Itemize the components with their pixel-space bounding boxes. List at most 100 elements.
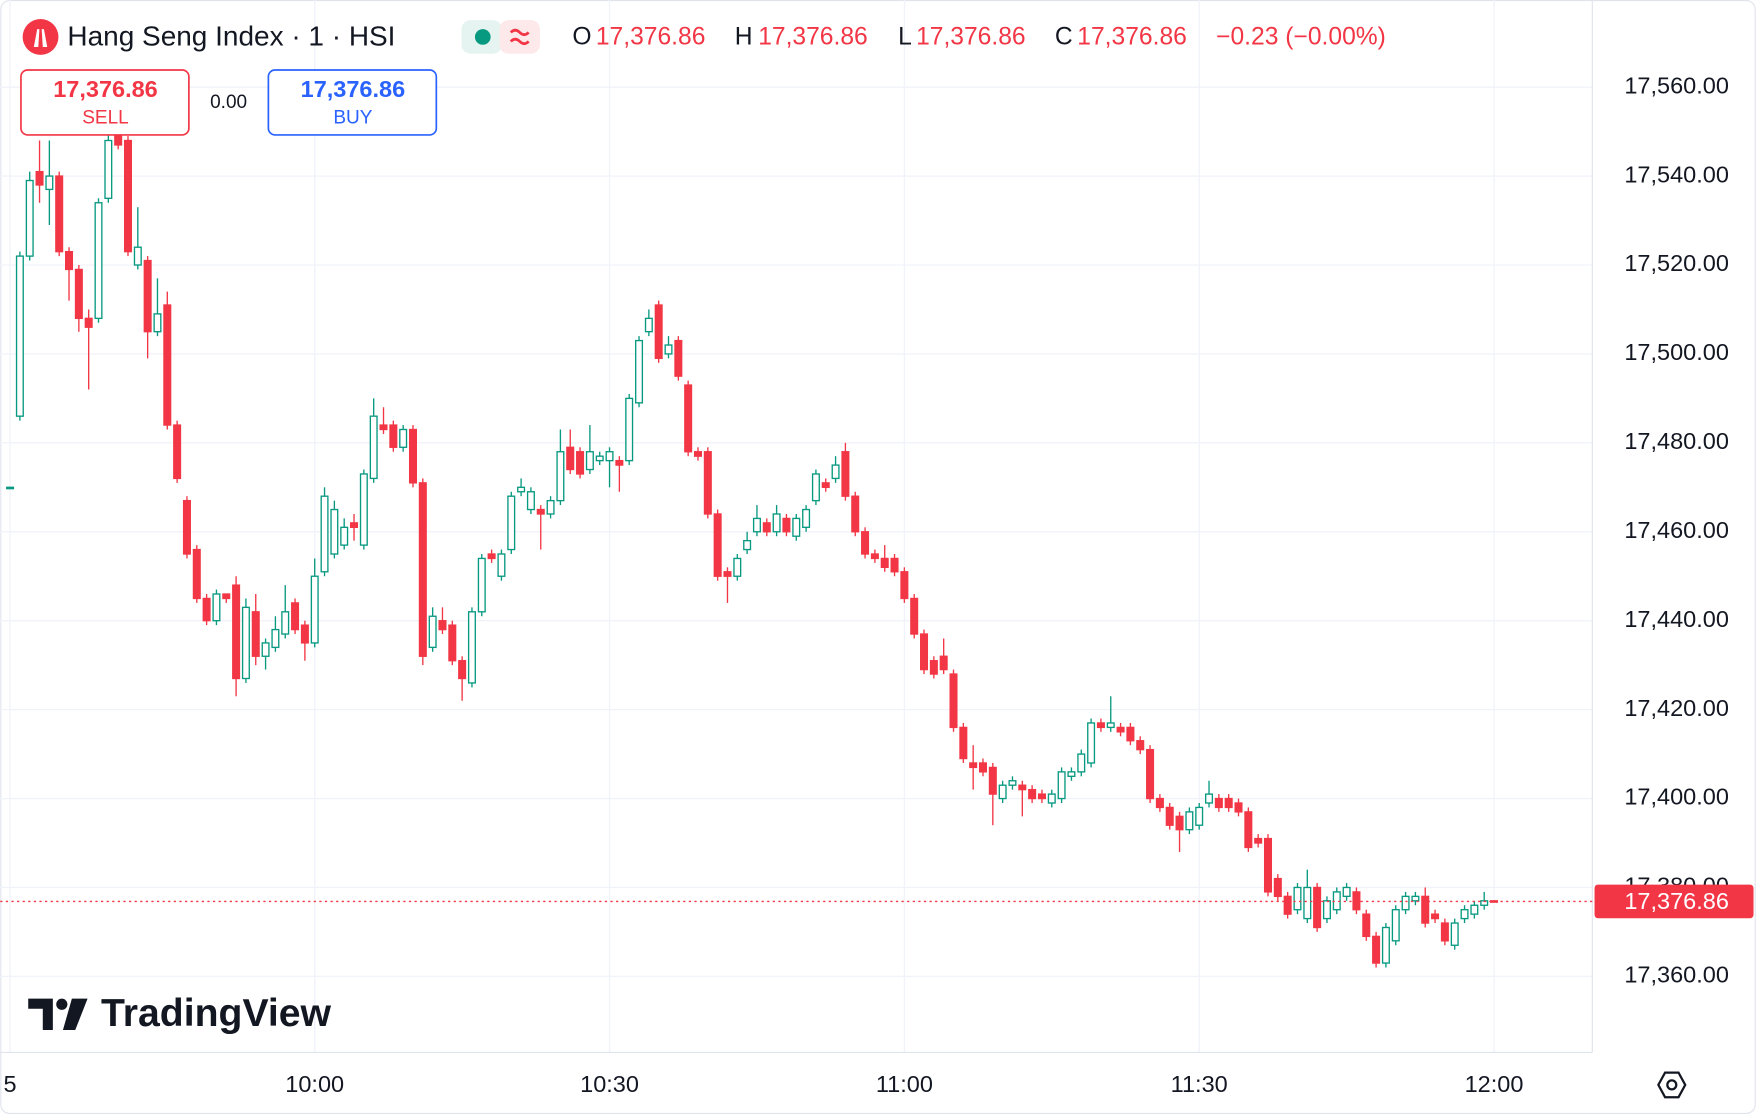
candle-body <box>1106 722 1115 729</box>
candle-body <box>880 557 889 569</box>
x-tick-label: 5 <box>4 1071 17 1097</box>
candle-body <box>163 304 172 426</box>
x-tick-label: 10:00 <box>285 1071 344 1097</box>
candle-body <box>192 548 201 600</box>
axes: 17,360.0017,380.0017,400.0017,420.0017,4… <box>0 72 1754 1097</box>
candle-body <box>310 575 319 644</box>
candle-body <box>271 628 280 649</box>
candle-body <box>1224 797 1233 809</box>
watermark-logo <box>28 998 53 1031</box>
last-price-badge <box>1594 884 1754 919</box>
candle-body <box>507 495 516 551</box>
y-tick-label: 17,400.00 <box>1624 784 1729 810</box>
x-tick-label: 12:00 <box>1465 1071 1524 1097</box>
candle-body <box>212 593 221 622</box>
candle-body <box>1293 886 1302 911</box>
candle-body <box>399 428 408 448</box>
candle-body <box>45 175 54 191</box>
candle-body <box>448 624 457 662</box>
legend-close: 17,376.86 <box>1077 24 1187 51</box>
candle-body <box>173 424 182 480</box>
legend-high: 17,376.86 <box>758 24 868 51</box>
candle-body <box>674 339 683 377</box>
legend-change: −0.23 (−0.00%) <box>1216 24 1386 51</box>
candle-body <box>1185 811 1194 831</box>
candle-body <box>1431 913 1440 920</box>
candle-body <box>232 584 241 680</box>
candle-body <box>458 660 467 680</box>
legend-l-label: L <box>898 24 912 51</box>
candle-body <box>1263 837 1273 893</box>
candle-body <box>379 424 388 431</box>
candle-body <box>1057 771 1066 800</box>
candle-body <box>585 451 594 471</box>
candle-body <box>782 517 791 533</box>
y-tick-label: 17,440.00 <box>1624 606 1729 632</box>
candle-body <box>94 202 103 320</box>
grid <box>0 0 1593 1053</box>
candle-body <box>1136 740 1145 751</box>
candle-body <box>1460 909 1469 920</box>
candle-body <box>281 611 290 635</box>
candle-body <box>1421 895 1430 924</box>
legend-open: 17,376.86 <box>596 24 706 51</box>
candle-body <box>261 642 270 657</box>
candle-body <box>890 557 899 573</box>
market-open-dot <box>474 29 491 45</box>
settings-button[interactable] <box>1657 1071 1687 1099</box>
candle-body <box>743 539 752 551</box>
candle-body <box>703 451 712 515</box>
buy-button[interactable] <box>267 69 438 136</box>
sell-price: 17,376.86 <box>53 76 158 102</box>
candle-body <box>241 606 250 680</box>
candle-body <box>1008 780 1017 786</box>
candle-body <box>15 255 24 417</box>
candle-body <box>1234 802 1243 813</box>
candle-body <box>300 624 309 644</box>
data-delay[interactable] <box>499 20 540 54</box>
symbol-logo <box>22 19 59 55</box>
candle-body <box>1450 922 1459 946</box>
candle-body <box>772 513 781 533</box>
candle-body <box>1283 895 1292 915</box>
candle-body <box>1126 726 1135 742</box>
candle-body <box>861 531 870 555</box>
candle-body <box>693 451 703 457</box>
candle-body <box>222 593 231 600</box>
candle-body <box>1146 748 1155 800</box>
candle-body <box>25 179 34 257</box>
candle-body <box>1116 726 1125 733</box>
candle-body <box>35 170 44 186</box>
watermark: TradingView <box>101 992 332 1035</box>
buy-label: BUY <box>333 108 372 129</box>
candle-body <box>114 135 123 146</box>
candle-body <box>517 486 526 493</box>
candle-body <box>123 139 133 253</box>
candle-body <box>55 175 64 253</box>
symbol-title[interactable]: Hang Seng Index · 1 · HSI <box>67 20 395 51</box>
candle-body <box>802 508 811 528</box>
candle-body <box>841 451 850 497</box>
candle-body <box>1470 904 1479 915</box>
y-tick-label: 17,360.00 <box>1624 962 1729 988</box>
sell-button[interactable] <box>20 69 190 136</box>
candle-body <box>605 451 614 462</box>
symbol-logo-icon <box>33 29 48 48</box>
sell-label: SELL <box>82 108 129 129</box>
candle-body <box>625 397 634 462</box>
candle-body <box>811 473 820 502</box>
candle-body <box>959 726 968 760</box>
candle-body <box>428 615 437 649</box>
x-tick-label: 11:00 <box>876 1071 933 1097</box>
candle-body <box>143 259 152 333</box>
candle-body <box>526 491 535 511</box>
legend-h-label: H <box>735 24 753 51</box>
candle-body <box>1214 797 1223 809</box>
x-tick-label: 11:30 <box>1171 1071 1228 1097</box>
candle-body <box>202 597 211 622</box>
candle-body <box>1096 722 1105 729</box>
candle-body <box>1244 811 1253 849</box>
candle-body <box>133 246 142 266</box>
candle-body <box>762 522 771 533</box>
candle-body <box>566 446 575 471</box>
